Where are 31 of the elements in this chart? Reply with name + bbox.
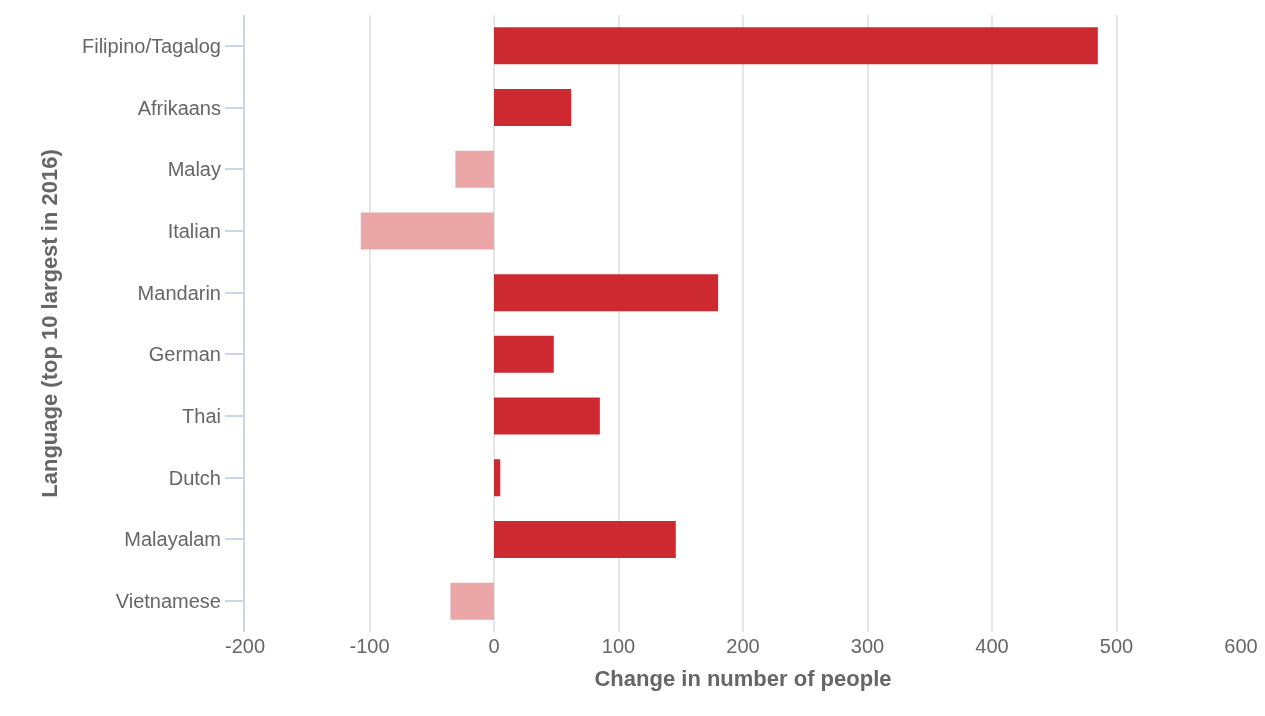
bar [360, 212, 494, 250]
y-axis-title: Language (top 10 largest in 2016) [37, 149, 63, 498]
bar [455, 150, 494, 188]
x-tick-label: 400 [975, 635, 1009, 657]
x-tick-label: -200 [224, 635, 266, 657]
y-tick-label: Mandarin [137, 281, 221, 304]
y-tick-label: Malayalam [124, 528, 221, 551]
x-tick-label: 100 [601, 635, 636, 657]
bar [494, 27, 1098, 65]
x-axis-title: Change in number of people [594, 665, 892, 691]
y-tick-label: Vietnamese [115, 590, 221, 613]
y-tick-label: Italian [167, 219, 221, 242]
x-tick-label: 200 [726, 635, 760, 657]
x-tick-label: -100 [349, 635, 390, 657]
bar [494, 459, 501, 497]
y-tick-label: Thai [182, 405, 221, 428]
y-tick-label: Filipino/Tagalog [82, 34, 221, 57]
x-tick-label: 300 [850, 635, 885, 657]
bar [494, 520, 676, 558]
bar [450, 582, 494, 620]
x-tick-label: 500 [1099, 635, 1134, 657]
bar [494, 274, 719, 312]
y-tick-label: Malay [167, 158, 221, 181]
y-tick-label: German [148, 343, 221, 366]
y-tick-label: Dutch [168, 466, 221, 489]
x-tick-label: 0 [488, 635, 500, 657]
x-tick-label: 600 [1224, 635, 1258, 657]
y-tick-label: Afrikaans [137, 96, 221, 119]
bar [494, 397, 600, 435]
bar [494, 335, 554, 373]
bar [494, 89, 572, 127]
